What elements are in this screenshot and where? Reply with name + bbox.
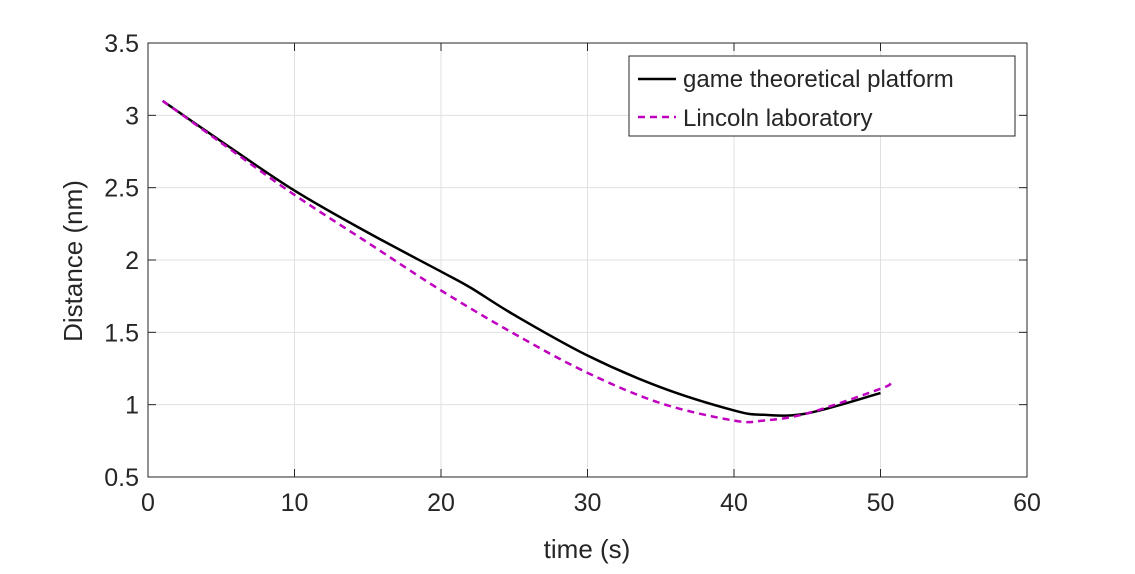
series-line-1 <box>161 99 881 417</box>
x-tick-label: 50 <box>867 489 895 517</box>
y-tick-label: 1 <box>125 392 139 420</box>
series-line-2 <box>161 99 892 424</box>
x-tick-label: 60 <box>1013 489 1041 517</box>
series-lines <box>161 99 892 424</box>
tick-labels: 0 10 20 30 40 50 60 0.5 1 1.5 2 2.5 3 3.5 <box>104 30 1041 517</box>
y-tick-label: 0.5 <box>104 464 139 492</box>
x-tick-label: 30 <box>574 489 602 517</box>
y-axis-label: Distance (nm) <box>58 180 88 342</box>
x-tick-label: 20 <box>427 489 455 517</box>
axes <box>147 42 1028 478</box>
y-tick-label: 2.5 <box>104 175 139 203</box>
x-tick-label: 10 <box>281 489 309 517</box>
y-tick-label: 1.5 <box>104 319 139 347</box>
y-tick-label: 3.5 <box>104 30 139 58</box>
y-tick-label: 2 <box>125 247 139 275</box>
x-tick-label: 40 <box>720 489 748 517</box>
legend: game theoretical platform Lincoln labora… <box>628 55 1016 137</box>
legend-label-series-2: Lincoln laboratory <box>683 105 872 132</box>
x-axis-label: time (s) <box>544 534 631 564</box>
x-tick-label: 0 <box>141 489 155 517</box>
y-tick-label: 3 <box>125 102 139 130</box>
legend-box <box>628 55 1016 137</box>
legend-label-series-1: game theoretical platform <box>683 66 954 93</box>
plot-frame <box>147 42 1028 478</box>
